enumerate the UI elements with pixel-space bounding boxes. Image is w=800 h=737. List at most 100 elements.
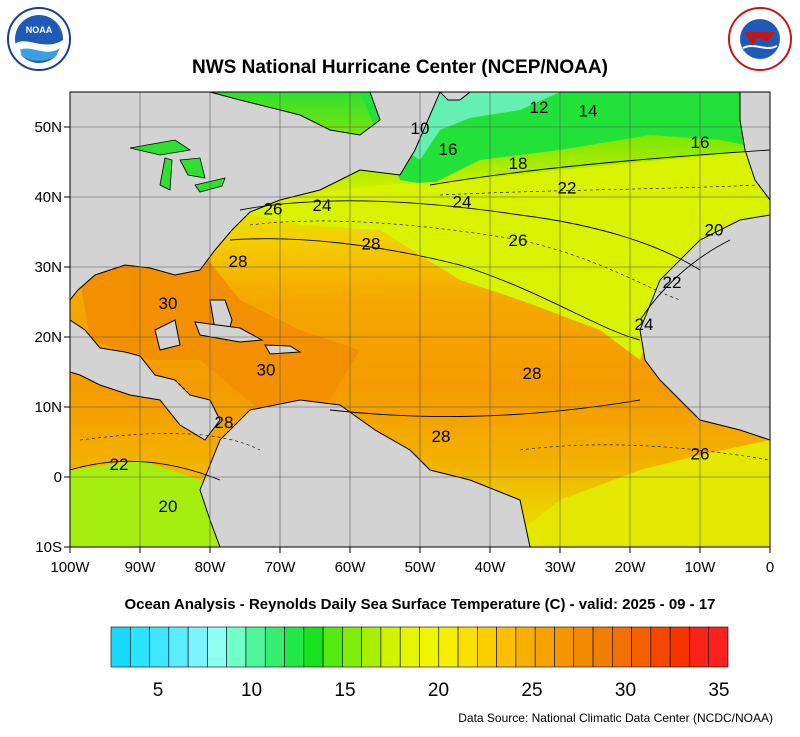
colorbar-swatch [534,626,555,668]
colorbar-swatch [264,626,285,668]
isotherm-label: 24 [635,315,654,334]
lon-tick-label: 20W [615,559,647,576]
sst-band-yellow-southeast [500,440,770,547]
land-greenland [439,92,471,101]
land-mexico-central-america [70,319,221,441]
colorbar-swatch [669,626,690,668]
colorbar-tick-label: 25 [521,680,542,701]
lon-tick-label: 70W [265,559,297,576]
sst-band-green-southwest [70,460,220,547]
lat-tick-label: 10N [34,399,62,416]
lat-tick-label: 30N [34,259,62,276]
contour-labels: 10 12 14 16 16 18 22 26 24 24 28 26 28 20 22 30 24 30 28 28… [110,98,724,516]
colorbar-swatch [631,626,652,668]
colorbar-swatch [226,626,247,668]
colorbar-swatch [612,626,632,668]
colorbar-swatch [496,626,517,668]
page-title: NWS National Hurricane Center (NCEP/NOAA… [192,57,608,78]
colorbar-swatch [129,626,150,668]
colorbar-swatch [438,626,459,668]
lon-tick-label: 80W [195,559,227,576]
colorbar-swatch [187,626,208,668]
isotherm-label: 28 [362,235,381,254]
lat-tick-label: 0 [54,469,62,486]
isotherm-22 [70,460,221,481]
lat-tick-label: 50N [34,119,62,136]
longitude-axis: 100W 90W 80W 70W 60W 50W 40W 30W 20W 10W 0 [50,547,774,576]
isotherm-label: 16 [691,133,710,152]
data-source: Data Source: National Climatic Data Cent… [458,711,773,725]
colorbar [110,626,729,668]
colorbar-tick-label: 30 [615,680,636,701]
colorbar-swatch [689,626,710,668]
lon-tick-label: 60W [335,559,367,576]
isotherm-label: 20 [159,497,178,516]
colorbar-swatch [207,626,227,668]
lat-tick-label: 20N [34,329,62,346]
isotherm-label: 12 [530,98,549,117]
isotherm-label: 28 [432,427,451,446]
colorbar-swatch [342,626,362,668]
nws-logo [728,7,792,71]
colorbar-swatch [708,626,729,668]
lake-superior [129,139,192,156]
map-subtitle: Ocean Analysis - Reynolds Daily Sea Surf… [124,596,716,613]
lon-tick-label: 90W [125,559,157,576]
lake-huron [179,157,206,179]
land-hispaniola [264,344,302,355]
colorbar-swatch [284,626,305,668]
colorbar-tick-labels: 5 10 15 20 25 30 35 [153,680,730,701]
lat-tick-label: 40N [34,189,62,206]
colorbar-swatch [592,626,613,668]
colorbar-swatch [515,626,536,668]
lon-tick-label: 40W [475,559,507,576]
isotherm-26-north [239,200,701,271]
colorbar-swatch [399,626,420,668]
colorbar-swatch [110,626,131,668]
colorbar-swatch [380,626,401,668]
isotherm-label: 26 [509,231,528,250]
isotherm-dashed-27-east [519,444,770,461]
colorbar-swatch [477,626,497,668]
isotherm-20-north [429,149,770,186]
isotherm-label: 30 [159,294,178,313]
colorbar-swatch [419,626,440,668]
isotherm-label: 22 [663,273,682,292]
isotherm-24-east [639,239,731,321]
isotherm-label: 26 [264,200,283,219]
land-europe [739,92,770,201]
colorbar-swatch [245,626,266,668]
isotherm-label: 22 [558,179,577,198]
isotherm-label: 20 [705,221,724,240]
isotherm-label: 10 [411,119,430,138]
latitude-axis: 50N 40N 30N 20N 10N 0 10S [34,119,70,556]
colorbar-tick-label: 10 [241,680,262,701]
isotherm-label: 28 [229,252,248,271]
sst-band-yellow-north [230,150,770,360]
land-africa [639,214,770,441]
isotherm-dashed-lines [79,184,770,461]
lake-michigan [159,157,173,191]
noaa-logo: NOAA [7,7,71,71]
colorbar-swatch [650,626,671,668]
noaa-logo-text: NOAA [26,25,53,35]
colorbar-swatch [168,626,189,668]
lon-tick-label: 0 [766,559,774,576]
isotherm-label: 28 [215,413,234,432]
colorbar-tick-label: 35 [708,680,729,701]
isotherm-label: 14 [579,102,598,121]
colorbar-swatch [361,626,382,668]
lat-tick-label: 10S [35,539,62,556]
lon-tick-label: 100W [50,559,90,576]
colorbar-swatch [303,626,324,668]
isotherm-label: 16 [439,140,458,159]
isotherm-label: 28 [523,364,542,383]
land-yucatan [154,319,181,351]
isotherm-dashed-27 [249,220,681,301]
colorbar-swatch [149,626,170,668]
isotherm-label: 18 [509,154,528,173]
colorbar-swatch [554,626,575,668]
isotherm-label: 22 [110,455,129,474]
colorbar-tick-label: 20 [428,680,449,701]
